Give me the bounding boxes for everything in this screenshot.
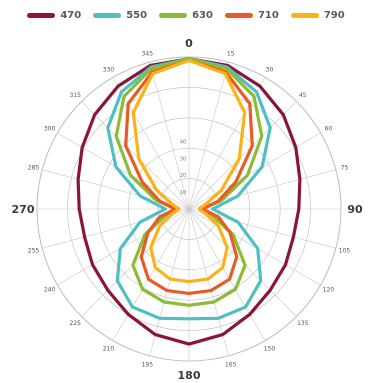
- series-470-line: [76, 57, 302, 346]
- radial-tick-label: 10: [180, 190, 186, 196]
- series-710-line: [124, 58, 254, 295]
- grid-spoke: [188, 208, 229, 356]
- angle-tick-label-150: 150: [264, 345, 276, 352]
- angle-tick-label-15: 15: [227, 51, 235, 58]
- grid-spoke: [112, 208, 190, 341]
- angle-tick-label-210: 210: [103, 345, 115, 352]
- series-layer: [76, 57, 302, 346]
- legend-label: 630: [192, 9, 213, 21]
- grid-spoke: [57, 132, 190, 210]
- angle-tick-label-165: 165: [225, 362, 237, 369]
- angle-tick-label-75: 75: [341, 164, 349, 171]
- angle-tick-label-120: 120: [323, 287, 335, 294]
- series-550-line: [106, 57, 272, 321]
- radial-tick-label: 20: [180, 173, 186, 179]
- grid-spoke: [188, 77, 266, 210]
- legend-swatch: [224, 12, 253, 18]
- angle-tick-label-225: 225: [69, 320, 81, 327]
- legend-item-710: 710: [224, 9, 279, 21]
- legend-label: 790: [323, 9, 345, 21]
- angle-tick-label-60: 60: [325, 126, 333, 133]
- angle-tick-label-255: 255: [28, 248, 40, 255]
- radial-labels: 10 20 30 40: [180, 139, 186, 196]
- angle-tick-label-135: 135: [297, 320, 309, 327]
- angle-tick-label-105: 105: [339, 248, 351, 255]
- angle-labels: 0 15 30 45 60 75 90 105 120 135 150 165 180 195 210 225…: [12, 37, 363, 382]
- angle-tick-label-195: 195: [142, 362, 154, 369]
- angle-tick-label-180: 180: [178, 369, 201, 382]
- grid-spoke: [81, 101, 190, 210]
- grid-spoke: [188, 132, 321, 210]
- legend-label: 710: [257, 9, 279, 21]
- legend-swatch: [27, 12, 56, 18]
- legend-swatch: [93, 12, 122, 18]
- legend-swatch: [159, 12, 188, 18]
- legend-item-470: 470: [27, 10, 81, 21]
- legend-item-630: 630: [159, 10, 213, 21]
- angle-tick-label-315: 315: [69, 92, 81, 99]
- legend-label: 470: [60, 9, 82, 21]
- angle-tick-label-90: 90: [347, 203, 363, 216]
- angle-tick-label-30: 30: [266, 67, 274, 74]
- angle-tick-label-270: 270: [12, 203, 35, 216]
- grid-spoke: [188, 101, 297, 210]
- radial-tick-label: 40: [180, 139, 186, 145]
- grid-spoke: [188, 62, 229, 210]
- grid-spoke: [112, 77, 190, 210]
- angle-tick-label-330: 330: [103, 67, 115, 74]
- legend-item-790: 790: [290, 9, 345, 21]
- grid-spoke: [188, 208, 266, 341]
- angle-tick-label-285: 285: [28, 164, 40, 171]
- angle-tick-label-345: 345: [142, 51, 154, 58]
- angle-tick-label-45: 45: [299, 92, 307, 99]
- angle-tick-label-240: 240: [44, 287, 56, 294]
- grid-spoke: [149, 62, 190, 210]
- series-630-line: [114, 57, 264, 307]
- legend-swatch: [290, 12, 319, 18]
- angle-tick-label-300: 300: [44, 126, 56, 133]
- legend: 470 550 630 710 790: [0, 0, 372, 30]
- polar-grid: [36, 56, 342, 362]
- legend-label: 550: [126, 9, 148, 21]
- legend-item-550: 550: [93, 10, 147, 21]
- angle-tick-label-0: 0: [185, 37, 193, 50]
- grid-spoke: [149, 208, 190, 356]
- radial-tick-label: 30: [180, 156, 186, 162]
- series-790-line: [131, 58, 247, 284]
